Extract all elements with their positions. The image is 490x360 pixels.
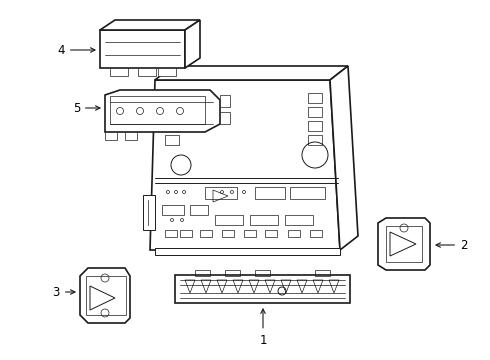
Bar: [255, 187, 285, 199]
Bar: [308, 135, 322, 145]
Bar: [110, 68, 128, 76]
Bar: [386, 226, 422, 262]
Bar: [190, 205, 208, 215]
Bar: [288, 230, 300, 237]
Bar: [138, 68, 156, 76]
Polygon shape: [175, 275, 350, 303]
Bar: [100, 30, 185, 68]
Polygon shape: [80, 268, 130, 323]
Bar: [244, 230, 256, 237]
Bar: [165, 135, 179, 145]
Bar: [195, 270, 210, 276]
Text: 2: 2: [436, 239, 467, 252]
Polygon shape: [185, 20, 200, 68]
Bar: [225, 270, 240, 276]
Bar: [86, 276, 126, 315]
Bar: [220, 112, 230, 124]
Bar: [215, 215, 243, 225]
Bar: [162, 205, 184, 215]
Polygon shape: [143, 195, 155, 230]
Bar: [308, 107, 322, 117]
Bar: [250, 215, 278, 225]
Polygon shape: [105, 90, 220, 132]
Polygon shape: [330, 66, 358, 250]
Bar: [165, 93, 179, 103]
Bar: [165, 107, 179, 117]
Bar: [158, 68, 176, 76]
Polygon shape: [150, 80, 340, 250]
Text: 3: 3: [52, 285, 75, 298]
Bar: [110, 96, 205, 124]
Text: 4: 4: [57, 44, 95, 57]
Bar: [308, 121, 322, 131]
Polygon shape: [100, 20, 200, 30]
Bar: [310, 230, 322, 237]
Bar: [255, 270, 270, 276]
Polygon shape: [378, 218, 430, 270]
Bar: [180, 230, 192, 237]
Bar: [200, 230, 212, 237]
Bar: [220, 95, 230, 107]
Text: 5: 5: [73, 102, 100, 114]
Bar: [222, 230, 234, 237]
Polygon shape: [155, 248, 340, 255]
Bar: [315, 270, 330, 276]
Bar: [165, 121, 179, 131]
Text: 1: 1: [259, 309, 267, 346]
Bar: [105, 132, 117, 140]
Bar: [308, 93, 322, 103]
Bar: [290, 187, 325, 199]
Bar: [205, 187, 237, 199]
Bar: [165, 230, 177, 237]
Bar: [265, 230, 277, 237]
Bar: [285, 215, 313, 225]
Polygon shape: [155, 66, 348, 80]
Bar: [125, 132, 137, 140]
